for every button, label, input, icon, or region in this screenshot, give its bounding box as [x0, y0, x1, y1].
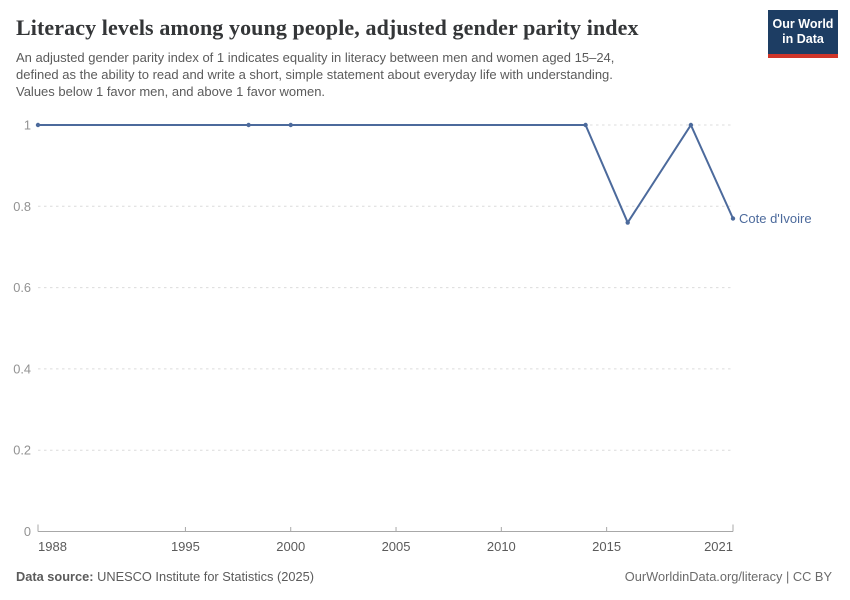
owid-logo-line1: Our World — [772, 17, 834, 31]
y-axis-tick-label: 0.8 — [13, 199, 31, 214]
y-axis-tick-label: 0 — [24, 524, 31, 539]
data-point-marker[interactable] — [35, 122, 41, 128]
subtitle-line: Values below 1 favor men, and above 1 fa… — [16, 84, 326, 99]
owid-logo-text: Our World in Data — [768, 10, 838, 54]
page-title: Literacy levels among young people, adju… — [16, 15, 639, 40]
owid-logo[interactable]: Our World in Data — [768, 10, 838, 58]
x-axis-tick-label: 1988 — [38, 539, 67, 554]
chart-subtitle: An adjusted gender parity index of 1 ind… — [16, 49, 761, 100]
chart-header: Literacy levels among young people, adju… — [16, 15, 761, 100]
data-point-marker[interactable] — [688, 122, 694, 128]
chart-footer: Data source: UNESCO Institute for Statis… — [16, 569, 832, 584]
y-axis-tick-label: 0.4 — [13, 361, 31, 376]
x-axis-tick-label: 2021 — [704, 539, 733, 554]
owid-logo-stripe — [768, 54, 838, 58]
data-point-marker[interactable] — [730, 216, 736, 221]
x-axis-tick-label: 2010 — [487, 539, 516, 554]
subtitle-line: An adjusted gender parity index of 1 ind… — [16, 50, 615, 65]
data-point-marker[interactable] — [583, 122, 588, 128]
data-point-marker[interactable] — [288, 122, 293, 128]
chart-line[interactable] — [37, 124, 734, 224]
data-source-label: Data source: — [16, 569, 94, 584]
x-axis-tick-label: 2015 — [592, 539, 621, 554]
subtitle-line: defined as the ability to read and write… — [16, 67, 613, 82]
data-point-marker[interactable] — [246, 122, 251, 128]
x-axis-tick-label: 1995 — [171, 539, 200, 554]
data-source: Data source: UNESCO Institute for Statis… — [16, 569, 314, 584]
y-axis-tick-label: 0.6 — [13, 280, 31, 295]
y-axis-tick-label: 1 — [24, 118, 31, 133]
owid-logo-line2: in Data — [782, 32, 824, 46]
x-axis-tick-label: 2000 — [276, 539, 305, 554]
footer-link[interactable]: OurWorldinData.org/literacy | CC BY — [624, 569, 832, 584]
entity-label: Cote d'Ivoire — [739, 211, 812, 226]
data-source-text: UNESCO Institute for Statistics (2025) — [93, 569, 314, 584]
y-axis-tick-label: 0.2 — [13, 443, 31, 458]
data-point-marker[interactable] — [625, 220, 630, 225]
x-axis-tick-label: 2005 — [382, 539, 411, 554]
